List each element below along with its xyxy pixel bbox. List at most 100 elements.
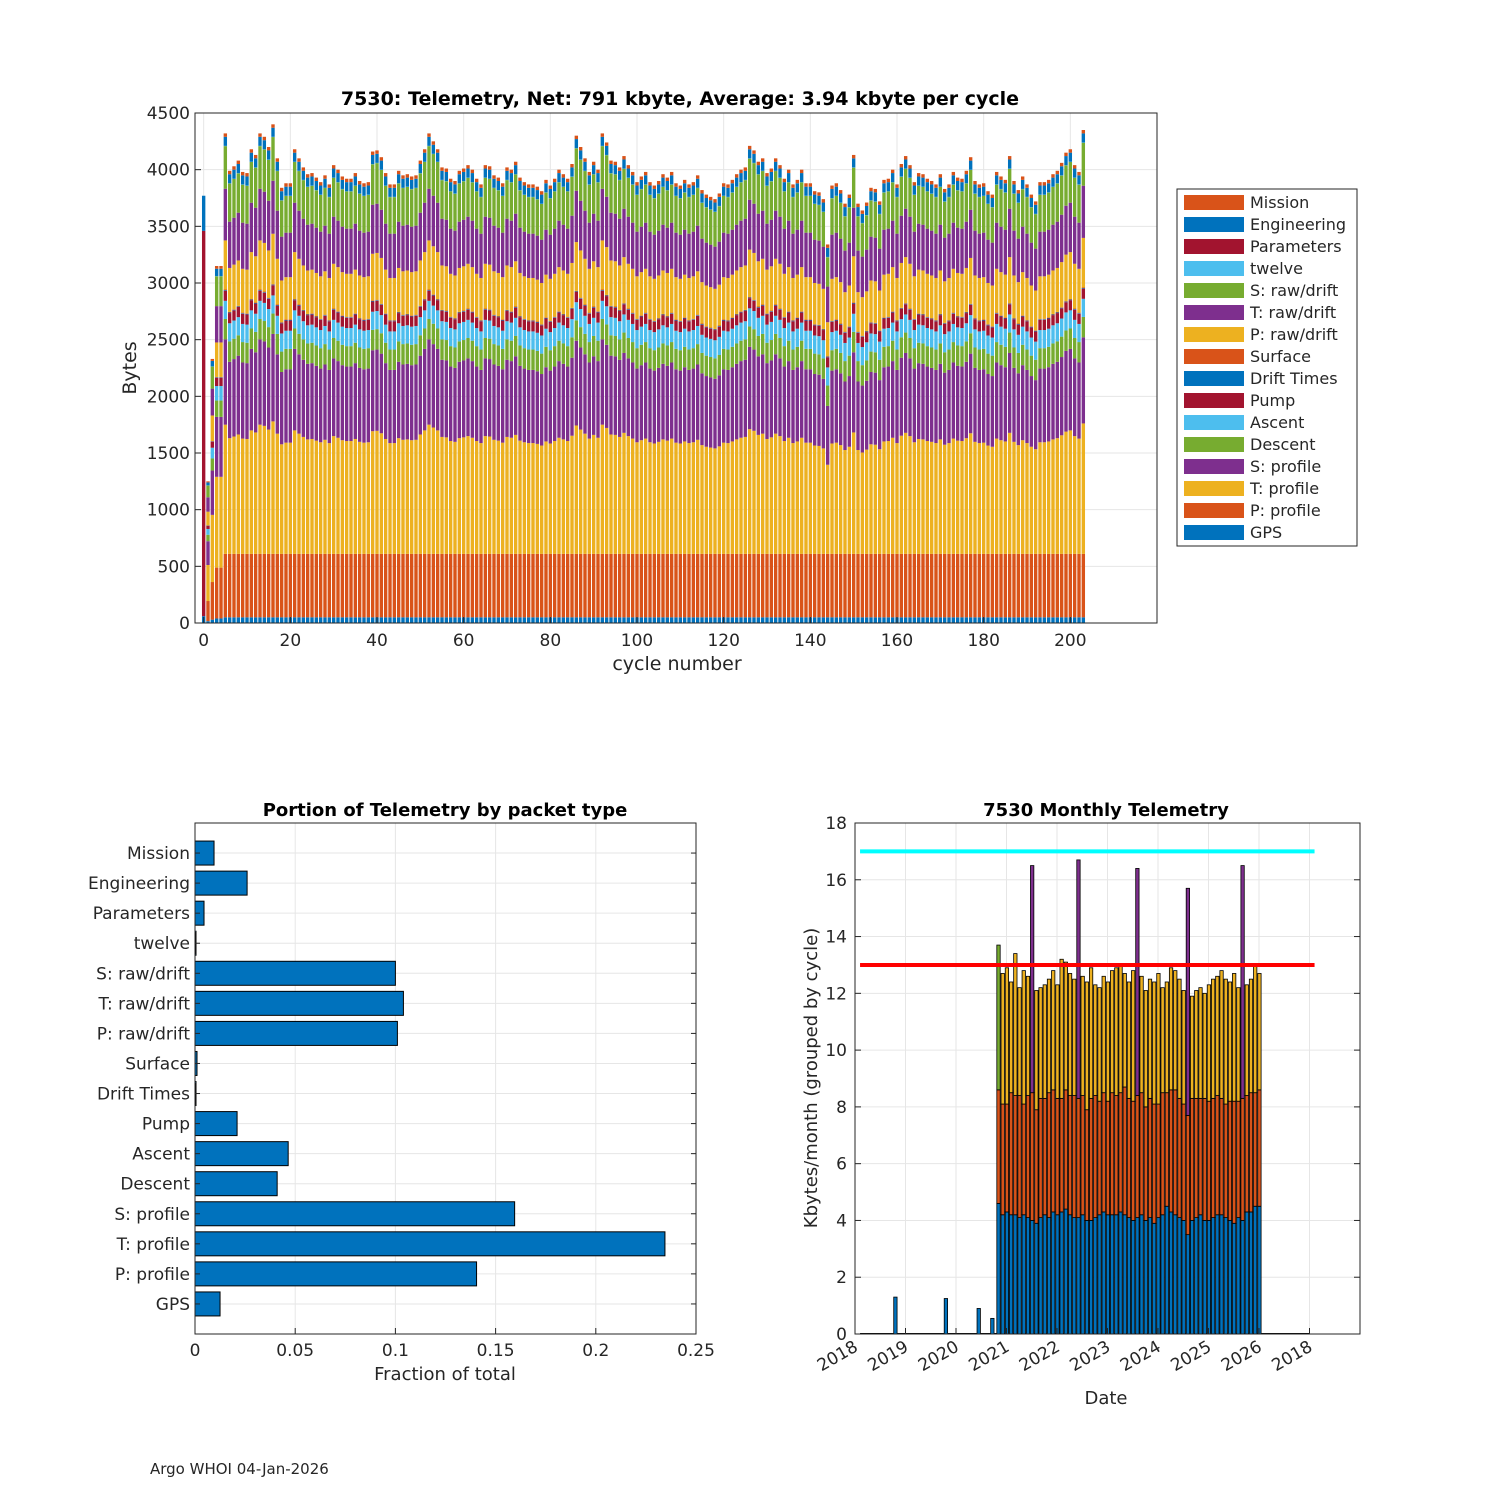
cycle-bar-segment <box>994 268 999 313</box>
cycle-bar-segment <box>934 331 938 350</box>
cycle-bar-segment <box>236 160 241 164</box>
cycle-bar-segment <box>1003 553 1008 618</box>
packet-bar <box>194 960 396 986</box>
cycle-bar-segment <box>674 320 678 331</box>
cycle-bar-segment <box>444 219 449 267</box>
cycle-bar-segment <box>912 319 917 320</box>
cycle-bar-segment <box>938 270 943 314</box>
cycle-bar-segment <box>821 329 826 331</box>
cycle-bar-segment <box>440 265 444 310</box>
cycle-bar-segment <box>869 322 873 324</box>
cycle-bar-segment <box>544 346 548 368</box>
monthly-bar-segment <box>1017 1217 1022 1335</box>
cycle-bar-segment <box>791 553 795 618</box>
cycle-bar-segment <box>232 310 236 321</box>
cycle-bar-segment <box>318 276 323 319</box>
cycle-bar-segment <box>1051 439 1055 554</box>
cycle-bar-segment <box>665 617 670 623</box>
cycle-bar-segment <box>461 266 466 311</box>
cycle-bar-segment <box>977 197 982 234</box>
cycle-bar-segment <box>344 182 349 192</box>
cycle-bar-segment <box>1025 197 1029 234</box>
cycle-bar-segment <box>860 223 865 257</box>
legend-swatch <box>1184 239 1244 254</box>
cycle-bar-segment <box>821 340 826 359</box>
cycle-bar-segment <box>366 319 371 320</box>
legend-label: S: raw/drift <box>1250 281 1338 300</box>
cycle-bar-segment <box>414 188 418 226</box>
cycle-bar-segment <box>838 334 843 353</box>
cycle-bar-segment <box>240 438 245 554</box>
cycle-bar-segment <box>232 264 236 310</box>
cycle-bar-segment <box>973 319 977 330</box>
monthly-bar-segment <box>1219 1097 1224 1216</box>
cycle-bar-segment <box>721 348 726 370</box>
cycle-bar-segment <box>600 424 605 554</box>
cycle-bar-segment <box>843 292 847 332</box>
cycle-bar-segment <box>669 362 674 439</box>
cycle-bar-segment <box>1072 358 1077 437</box>
cycle-bar-segment <box>808 348 813 370</box>
cycle-bar-segment <box>561 315 566 326</box>
cycle-bar-segment <box>739 267 743 312</box>
cycle-bar-segment <box>739 312 743 323</box>
cycle-bar-segment <box>921 174 925 178</box>
cycle-bar-segment <box>756 161 761 166</box>
cycle-bar-segment <box>1016 352 1021 374</box>
cycle-bar-segment <box>752 349 756 431</box>
cycle-bar-segment <box>240 171 245 176</box>
cycle-bar-segment <box>279 322 284 323</box>
cycle-bar-segment <box>682 367 687 442</box>
cycle-bar-segment <box>240 323 245 343</box>
cycle-bar-segment <box>1064 156 1068 166</box>
cycle-bar-segment <box>461 360 466 438</box>
cycle-bar-segment <box>336 311 340 313</box>
cycle-bar-segment <box>370 151 375 155</box>
cycle-bar-segment <box>812 324 817 326</box>
cycle-bar-segment <box>656 553 661 618</box>
cycle-bar-segment <box>1081 142 1086 186</box>
cycle-bar-segment <box>327 277 332 321</box>
cycle-bar-segment <box>769 168 774 172</box>
cycle-bar-segment <box>973 617 977 623</box>
cycle-bar-segment <box>838 553 843 618</box>
cycle-bar-segment <box>968 315 973 334</box>
cycle-bar-segment <box>756 617 761 623</box>
cycle-bar-segment <box>613 174 618 214</box>
cycle-bar-segment <box>1046 274 1051 318</box>
cycle-bar-segment <box>1077 175 1081 185</box>
cycle-bar-segment <box>1003 317 1008 319</box>
cycle-bar-segment <box>747 158 752 200</box>
cycle-bar-segment <box>357 184 362 194</box>
cycle-bar-segment <box>1025 349 1029 370</box>
cycle-bar-segment <box>427 424 431 554</box>
cycle-bar-segment <box>492 439 496 554</box>
cycle-bar-segment <box>929 181 934 185</box>
cycle-bar-segment <box>847 198 852 208</box>
cycle-bar-segment <box>314 272 319 317</box>
cycle-bar-segment <box>292 310 297 329</box>
cycle-bar-segment <box>661 343 665 364</box>
cycle-bar-segment <box>405 363 410 440</box>
cycle-bar-segment <box>665 553 670 618</box>
cycle-bar-segment <box>414 344 418 365</box>
cycle-bar-segment <box>552 191 557 229</box>
cycle-bar-segment <box>973 193 977 231</box>
cycle-bar-segment <box>999 326 1003 345</box>
cycle-bar-segment <box>578 308 583 328</box>
monthly-chart-ylabel: Kbytes/month (grouped by cycle) <box>801 928 822 1228</box>
cycle-bar-segment <box>544 229 548 275</box>
cycle-bar-segment <box>1012 193 1016 231</box>
cycle-bar-segment <box>1007 332 1012 353</box>
cycle-bar-segment <box>266 429 271 554</box>
cycle-bar-segment <box>522 553 527 618</box>
cycle-bar-segment <box>652 370 657 444</box>
cycle-bar-segment <box>730 229 735 275</box>
cycle-bar-segment <box>340 440 345 554</box>
cycle-bar-segment <box>466 436 470 554</box>
cycle-bar-segment <box>613 165 618 175</box>
cycle-bar-segment <box>760 161 765 171</box>
monthly-bar-segment <box>1206 984 1212 1102</box>
cycle-bar-segment <box>817 553 821 618</box>
cycle-bar-segment <box>778 263 782 309</box>
